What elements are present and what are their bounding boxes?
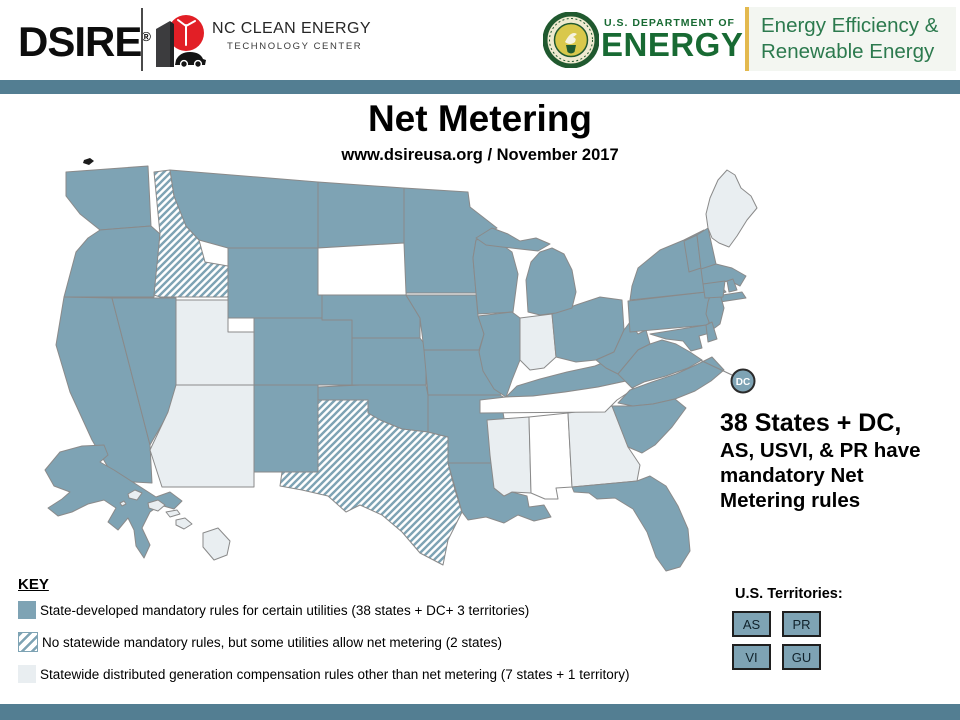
state-ct: [702, 280, 726, 299]
territory-as: AS: [732, 611, 771, 637]
page-title: Net Metering: [367, 98, 593, 139]
key-item-label: State-developed mandatory rules for cert…: [40, 602, 530, 618]
state-me: [705, 169, 758, 248]
state-sd: [317, 242, 410, 296]
state-tx: [279, 399, 463, 566]
map-key: KEY State-developed mandatory rules for …: [18, 576, 629, 696]
key-item-utility: No statewide mandatory rules, but some u…: [18, 632, 629, 652]
state-in: [519, 313, 557, 371]
key-item-label: Statewide distributed generation compens…: [40, 666, 630, 682]
territory-gu: GU: [782, 644, 821, 670]
dc-circle: [730, 368, 756, 394]
dc-callout: DC: [699, 359, 756, 394]
top-accent-bar: [0, 80, 960, 94]
summary-line4: Metering rules: [720, 489, 861, 512]
state-ak: [44, 444, 183, 559]
doe-seal-icon: [543, 12, 599, 68]
state-de: [705, 321, 718, 343]
state-co: [253, 317, 353, 386]
territories-heading: U.S. Territories:: [735, 586, 843, 602]
state-hi-kauai: [127, 489, 143, 501]
territory-vi: VI: [732, 644, 771, 670]
nc-clean-energy-wordmark: NC CLEAN ENERGY TECHNOLOGY CENTER: [212, 20, 371, 52]
state-wv: [595, 321, 651, 375]
summary-line2: AS, USVI, & PR have: [720, 439, 921, 462]
state-wa: [65, 165, 152, 231]
swatch-light-icon: [18, 665, 36, 683]
header: DSIRE® NC CLEAN ENERGY TECHNOLOGY CENTER…: [0, 0, 960, 80]
state-ms: [486, 416, 532, 497]
state-fl: [571, 475, 691, 572]
eere-line2: Renewable Energy: [761, 40, 935, 63]
state-al: [528, 412, 573, 500]
summary-statement: 38 States + DC, AS, USVI, & PR have mand…: [720, 408, 955, 513]
key-item-other: Statewide distributed generation compens…: [18, 665, 629, 683]
state-nm: [253, 384, 319, 473]
wa-islands-icon: [83, 158, 94, 165]
key-heading: KEY: [18, 576, 49, 593]
state-sc: [611, 398, 687, 454]
state-va: [617, 339, 703, 389]
key-item-label: No statewide mandatory rules, but some u…: [42, 634, 502, 650]
state-wy: [227, 247, 323, 319]
state-ks: [351, 337, 427, 386]
state-hi-big-island: [202, 527, 231, 561]
nc-clean-energy-logo-icon: [156, 15, 206, 69]
swatch-hatch-icon: [18, 632, 38, 652]
state-hi-molokai: [165, 509, 181, 518]
state-mi-lower: [525, 247, 577, 316]
state-hi-oahu: [147, 499, 166, 512]
dc-label: DC: [736, 377, 750, 388]
summary-line3: mandatory Net: [720, 464, 864, 487]
state-hi-maui: [175, 517, 193, 530]
territory-pr: PR: [782, 611, 821, 637]
header-divider: [141, 8, 143, 71]
eere-block: Energy Efficiency & Renewable Energy: [745, 7, 956, 71]
registered-mark-icon: ®: [141, 29, 151, 44]
states-group: [44, 158, 758, 572]
state-or: [63, 225, 161, 298]
eere-line1: Energy Efficiency &: [761, 14, 939, 37]
dsire-logo: DSIRE®: [18, 18, 151, 65]
bottom-accent-bar: [0, 704, 960, 720]
swatch-solid-icon: [18, 601, 36, 619]
key-item-mandatory: State-developed mandatory rules for cert…: [18, 601, 629, 619]
doe-energy-wordmark: ENERGY: [601, 26, 744, 63]
state-nd: [317, 181, 405, 249]
page-subtitle: www.dsireusa.org / November 2017: [341, 146, 619, 164]
doe-department-label: U.S. DEPARTMENT OF: [604, 17, 735, 29]
summary-line1: 38 States + DC,: [720, 409, 902, 437]
state-ri: [726, 278, 738, 293]
state-hi-niihau: [119, 500, 127, 507]
state-mi-upper: [475, 227, 551, 252]
